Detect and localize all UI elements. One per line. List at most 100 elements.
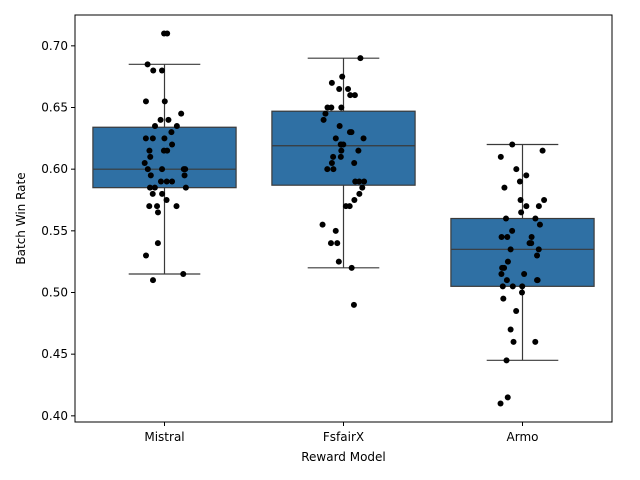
data-point [182,184,189,191]
data-point [513,166,520,173]
data-point [361,178,368,185]
data-point [330,166,337,173]
data-point [501,184,508,191]
data-point [509,283,516,290]
boxes-layer [92,57,595,361]
data-point [146,184,153,191]
data-point [319,221,326,228]
data-point [173,203,180,210]
data-point [337,141,344,148]
data-point [154,203,161,210]
data-point [144,61,151,68]
data-point [536,221,543,228]
y-axis-label: Batch Win Rate [14,172,28,264]
data-point [346,129,353,136]
y-axis: 0.40 0.45 0.50 0.55 0.60 0.65 0.70 [41,39,75,423]
data-point [157,116,164,123]
data-point [347,92,354,99]
data-point [497,400,504,407]
data-point [518,289,525,296]
data-point [160,147,167,154]
data-point [356,178,363,185]
y-tick-label: 0.55 [41,224,68,238]
data-point [497,153,504,160]
data-point [336,86,343,92]
points-layer [141,30,548,407]
x-axis: Mistral FsfairX Armo [144,422,538,444]
data-point [328,79,335,86]
y-tick-label: 0.45 [41,347,68,361]
data-point [173,123,180,129]
data-point [150,277,157,284]
data-point [532,215,539,222]
data-point [528,234,535,240]
data-point [534,252,541,259]
data-point [338,147,345,154]
data-point [503,215,510,222]
data-point [146,147,153,154]
x-tick-label: FsfairX [323,430,364,444]
data-point [348,264,355,271]
data-point [503,357,510,364]
data-point [521,271,528,277]
data-point [509,141,516,148]
x-tick-label: Mistral [144,430,184,444]
data-point [516,178,523,185]
data-point [163,178,170,185]
data-point [503,277,510,284]
data-point [526,240,533,247]
data-point [359,184,366,191]
data-point [164,30,171,37]
data-point [504,394,511,401]
data-point [535,203,542,210]
data-point [338,104,345,111]
data-point [335,258,342,265]
x-axis-label: Reward Model [301,450,386,464]
data-point [147,153,154,160]
data-point [332,135,339,142]
data-point [507,326,514,333]
data-point [336,123,343,129]
data-point [509,227,516,234]
data-point [355,147,362,154]
data-point [165,116,172,123]
data-point [147,172,154,179]
data-point [504,234,511,240]
data-point [328,104,335,111]
data-point [519,283,526,290]
data-point [151,184,158,191]
data-point [535,246,542,253]
data-point [169,141,176,148]
data-point [337,153,344,160]
data-point [144,166,151,173]
data-point [518,209,525,216]
data-point [161,135,168,142]
data-point [523,203,530,210]
data-point [142,135,149,142]
data-point [513,308,520,314]
data-point [157,178,164,185]
data-point [356,190,363,197]
box-fsfairx [271,110,416,186]
data-point [351,197,358,203]
data-point [510,338,517,345]
data-point [507,246,514,253]
data-point [357,55,364,62]
data-point [163,197,170,203]
data-point [339,73,346,80]
data-point [180,271,187,277]
data-point [169,178,176,185]
data-point [351,160,358,166]
data-point [146,203,153,210]
data-point [517,197,524,203]
y-tick-label: 0.70 [41,39,68,53]
data-point [178,110,185,117]
data-point [500,295,507,302]
data-point [322,110,329,117]
data-point [168,129,175,136]
data-point [351,92,358,99]
data-point [345,86,352,92]
y-tick-label: 0.40 [41,409,68,423]
data-point [327,240,334,247]
